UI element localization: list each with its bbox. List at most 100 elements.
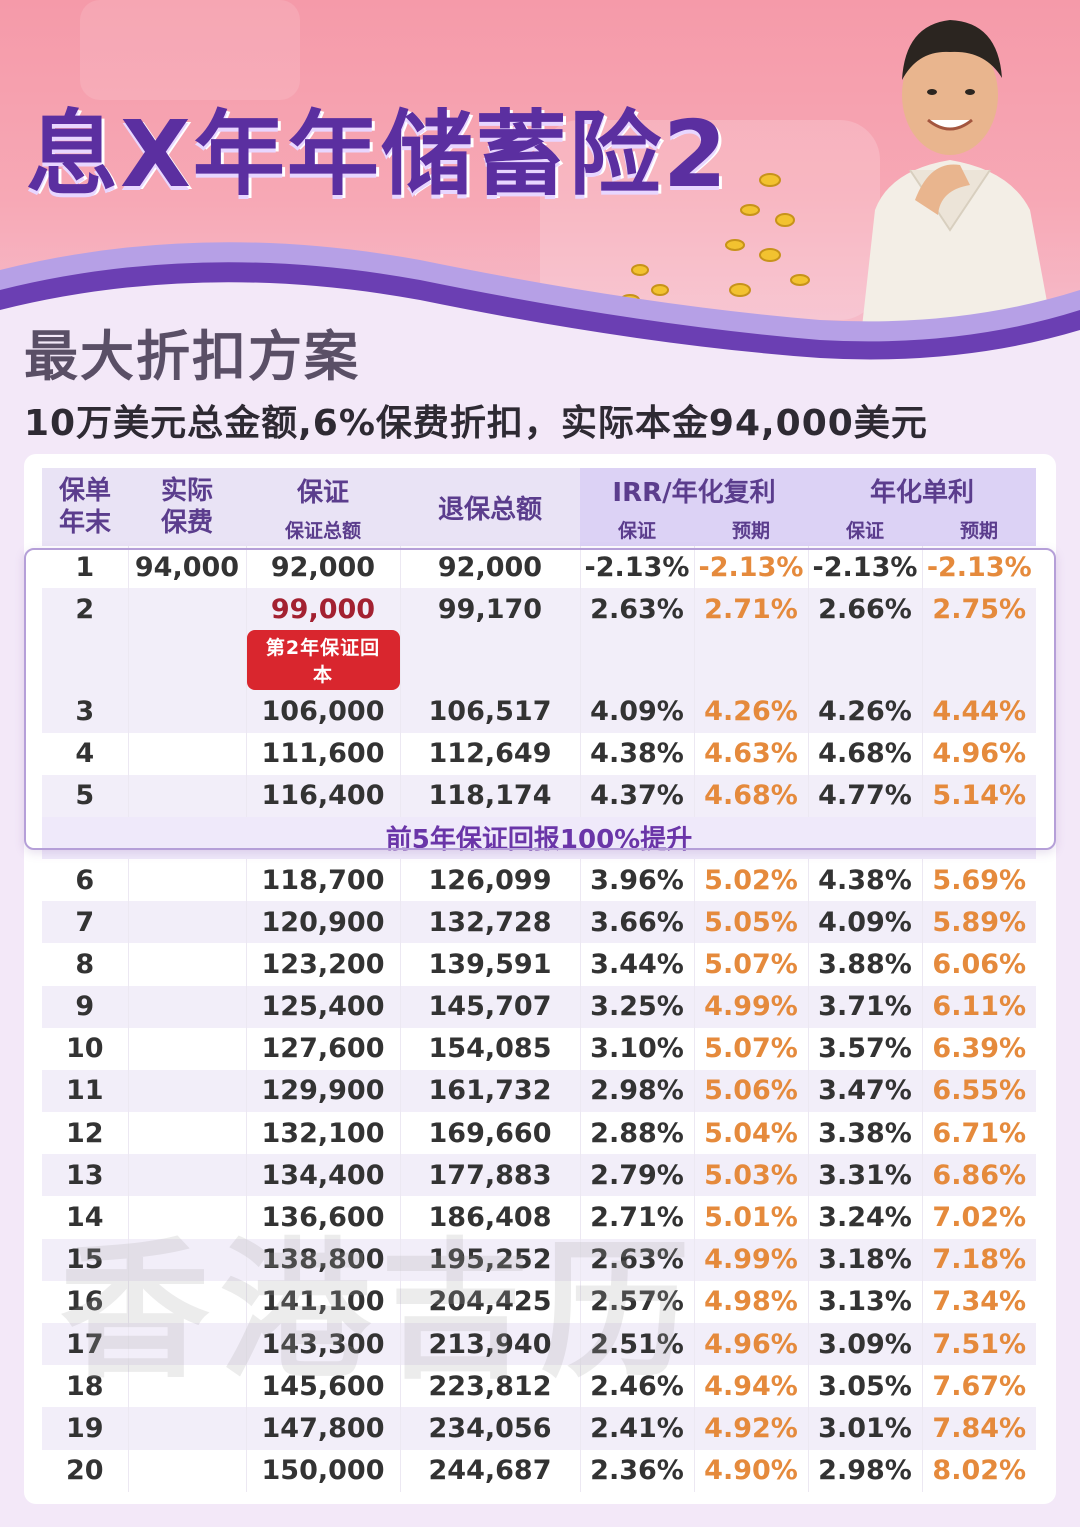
badge-cell: 第2年保证回本: [246, 630, 401, 691]
cell-simple-predicted: 7.02%: [922, 1196, 1037, 1239]
cell-simple-predicted: 4.44%: [922, 690, 1037, 733]
cell-simple-predicted: 6.86%: [922, 1154, 1037, 1197]
table-row: 13 134,400 177,883 2.79% 5.03% 3.31% 6.86%: [42, 1154, 1037, 1197]
cell-surrender: 126,099: [400, 858, 581, 902]
cell-irr-predicted: 4.63%: [694, 732, 809, 775]
cell-simple-predicted: 7.34%: [922, 1280, 1037, 1323]
cell-premium: [128, 588, 247, 631]
cell-simple-guaranteed: -2.13%: [808, 546, 923, 589]
cell-guaranteed: 150,000: [246, 1449, 401, 1492]
cell-year: 12: [42, 1112, 129, 1155]
cell-year: 14: [42, 1196, 129, 1239]
cell-simple-predicted: 5.89%: [922, 901, 1037, 944]
cell-guaranteed: 111,600: [246, 732, 401, 775]
cell-premium: [128, 985, 247, 1028]
cell-year: 6: [42, 858, 129, 902]
header-guaranteed-total: 保证总额: [246, 512, 400, 546]
header-year: 保单 年末: [42, 468, 128, 546]
cell-premium: [128, 1112, 247, 1155]
header-irr: IRR/年化复利: [580, 468, 808, 512]
cell-surrender: 161,732: [400, 1069, 581, 1113]
subtitle: 最大折扣方案: [24, 325, 360, 388]
header-simple-guaranteed: 保证: [808, 512, 922, 546]
cell-simple-guaranteed: 2.66%: [808, 588, 923, 631]
cell-irr-guaranteed: 4.37%: [580, 774, 695, 817]
cell-irr-guaranteed: 3.10%: [580, 1027, 695, 1070]
cell-guaranteed: 147,800: [246, 1407, 401, 1450]
cell-guaranteed: 138,800: [246, 1238, 401, 1281]
spokesperson-illustration: [860, 20, 1055, 345]
plan-description: 10万美元总金额,6%保费折扣，实际本金94,000美元: [24, 403, 928, 444]
empty-cell: [580, 630, 695, 691]
cell-simple-guaranteed: 3.24%: [808, 1196, 923, 1239]
cell-irr-predicted: -2.13%: [694, 546, 809, 589]
cell-guaranteed: 118,700: [246, 858, 401, 902]
cell-guaranteed: 134,400: [246, 1154, 401, 1197]
cell-year: 11: [42, 1069, 129, 1113]
cell-irr-predicted: 4.26%: [694, 690, 809, 733]
table-row: 18 145,600 223,812 2.46% 4.94% 3.05% 7.67%: [42, 1365, 1037, 1408]
table-row: 15 138,800 195,252 2.63% 4.99% 3.18% 7.18%: [42, 1238, 1037, 1281]
cell-guaranteed: 127,600: [246, 1027, 401, 1070]
table-row: 1 94,000 92,000 92,000 -2.13% -2.13% -2.13% -2.…: [42, 546, 1037, 589]
cell-irr-guaranteed: 2.46%: [580, 1365, 695, 1408]
cell-irr-guaranteed: 2.88%: [580, 1112, 695, 1155]
cell-surrender: 99,170: [400, 588, 581, 631]
cell-simple-guaranteed: 3.09%: [808, 1323, 923, 1366]
table-row: 7 120,900 132,728 3.66% 5.05% 4.09% 5.89%: [42, 901, 1037, 944]
cell-simple-guaranteed: 3.88%: [808, 943, 923, 986]
cell-surrender: 223,812: [400, 1365, 581, 1408]
cell-simple-predicted: 7.18%: [922, 1238, 1037, 1281]
empty-cell: [808, 630, 923, 691]
cell-simple-predicted: 5.14%: [922, 774, 1037, 817]
cell-premium: [128, 1449, 247, 1492]
cell-simple-guaranteed: 3.38%: [808, 1112, 923, 1155]
empty-cell: [42, 630, 129, 691]
cell-guaranteed: 125,400: [246, 985, 401, 1028]
cell-irr-guaranteed: 2.63%: [580, 1238, 695, 1281]
cell-surrender: 244,687: [400, 1449, 581, 1492]
cell-year: 4: [42, 732, 129, 775]
cell-guaranteed: 141,100: [246, 1280, 401, 1323]
cell-simple-predicted: 5.69%: [922, 858, 1037, 902]
cell-guaranteed: 143,300: [246, 1323, 401, 1366]
table-row: 11 129,900 161,732 2.98% 5.06% 3.47% 6.55%: [42, 1069, 1037, 1113]
cell-irr-guaranteed: 2.79%: [580, 1154, 695, 1197]
cell-premium: [128, 1407, 247, 1450]
cell-irr-guaranteed: 2.71%: [580, 1196, 695, 1239]
cell-irr-predicted: 4.94%: [694, 1365, 809, 1408]
cell-simple-guaranteed: 4.68%: [808, 732, 923, 775]
cell-irr-predicted: 4.68%: [694, 774, 809, 817]
cell-surrender: 195,252: [400, 1238, 581, 1281]
cell-irr-guaranteed: 3.66%: [580, 901, 695, 944]
table-row: 4 111,600 112,649 4.38% 4.63% 4.68% 4.96%: [42, 732, 1037, 775]
cell-irr-guaranteed: 2.98%: [580, 1069, 695, 1113]
cell-irr-predicted: 4.90%: [694, 1449, 809, 1492]
cell-premium: [128, 1027, 247, 1070]
highlight-note-row: 前5年保证回报100%提升: [42, 816, 1037, 859]
cell-premium: [128, 1069, 247, 1113]
header-irr-guaranteed: 保证: [580, 512, 694, 546]
cell-premium: [128, 1154, 247, 1197]
cell-simple-guaranteed: 4.77%: [808, 774, 923, 817]
cell-guaranteed: 116,400: [246, 774, 401, 817]
cell-irr-guaranteed: -2.13%: [580, 546, 695, 589]
cell-irr-guaranteed: 3.25%: [580, 985, 695, 1028]
cell-simple-guaranteed: 2.98%: [808, 1449, 923, 1492]
badge-row: 第2年保证回本: [42, 630, 1037, 691]
cell-simple-predicted: 6.71%: [922, 1112, 1037, 1155]
cell-premium: [128, 1323, 247, 1366]
table-row: 5 116,400 118,174 4.37% 4.68% 4.77% 5.14%: [42, 774, 1037, 817]
cell-simple-predicted: 2.75%: [922, 588, 1037, 631]
cell-year: 7: [42, 901, 129, 944]
cell-guaranteed: 129,900: [246, 1069, 401, 1113]
cell-simple-predicted: 7.51%: [922, 1323, 1037, 1366]
cell-year: 19: [42, 1407, 129, 1450]
cell-premium: [128, 1238, 247, 1281]
hero-banner: 息X年年储蓄险2: [0, 0, 1080, 360]
cell-irr-predicted: 5.01%: [694, 1196, 809, 1239]
table-row: 19 147,800 234,056 2.41% 4.92% 3.01% 7.84%: [42, 1407, 1037, 1450]
header-surrender: 退保总额: [400, 468, 580, 546]
cell-simple-guaranteed: 3.57%: [808, 1027, 923, 1070]
cell-simple-guaranteed: 3.13%: [808, 1280, 923, 1323]
